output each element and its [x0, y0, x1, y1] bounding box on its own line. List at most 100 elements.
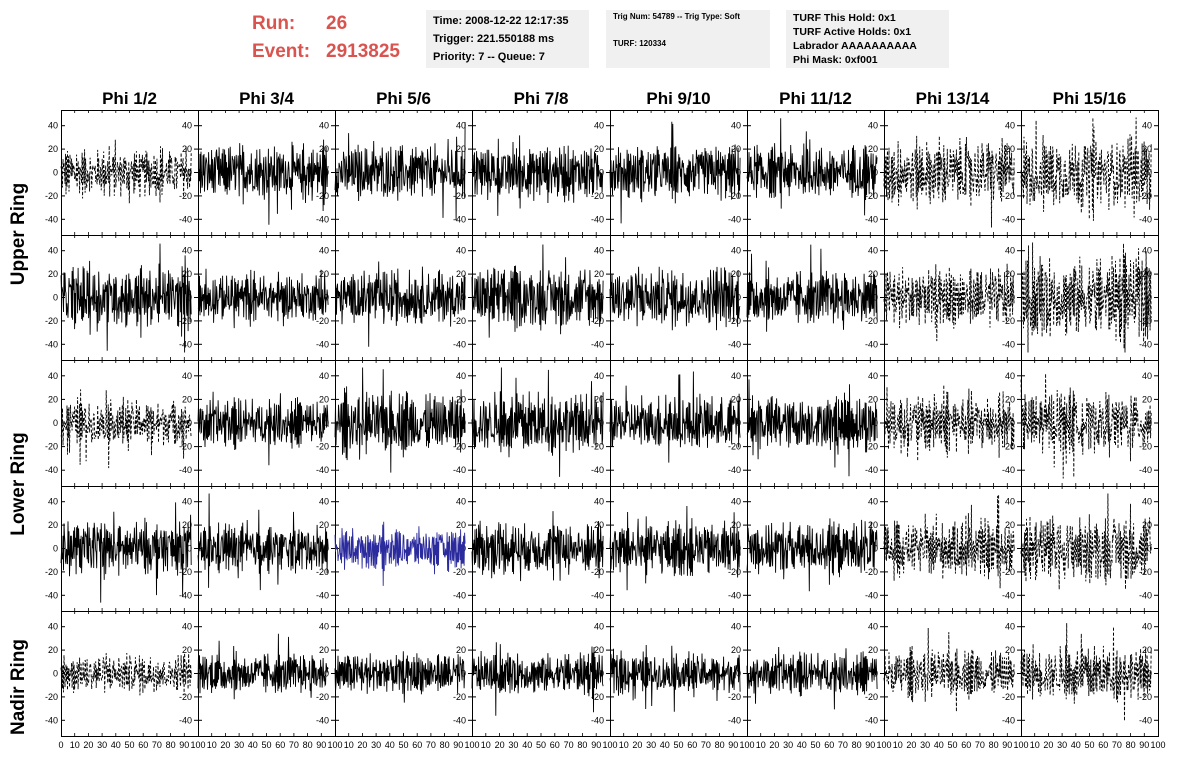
waveform-trace	[60, 502, 192, 603]
y-tick-label: 20	[48, 269, 58, 279]
x-tick-label: 40	[248, 740, 258, 750]
phi-mask-text: Phi Mask: 0xf001	[793, 54, 878, 66]
column-header: Phi 15/16	[1053, 89, 1127, 108]
y-tick-label: -20	[45, 316, 58, 326]
waveform-trace	[471, 642, 604, 716]
y-tick-label: -20	[591, 567, 604, 577]
y-tick-label: -40	[316, 590, 329, 600]
x-tick-label: 70	[152, 740, 162, 750]
waveform-trace	[746, 646, 878, 710]
x-tick-label: 20	[769, 740, 779, 750]
y-tick-label: 40	[868, 622, 878, 632]
y-tick-label: 20	[182, 269, 192, 279]
y-tick-label: 20	[319, 269, 329, 279]
y-tick-label: -20	[45, 191, 58, 201]
y-tick-label: 20	[868, 520, 878, 530]
column-header: Phi 5/6	[376, 89, 431, 108]
x-tick-label: 20	[1043, 740, 1053, 750]
y-tick-label: -40	[179, 465, 192, 475]
y-tick-label: -20	[179, 442, 192, 452]
y-tick-label: 20	[594, 394, 604, 404]
x-tick-label: 100	[464, 740, 479, 750]
y-tick-label: -20	[1139, 442, 1152, 452]
y-tick-label: -20	[591, 442, 604, 452]
y-tick-label: -40	[591, 465, 604, 475]
y-tick-label: -40	[728, 590, 741, 600]
y-tick-label: -20	[453, 692, 466, 702]
waveform-trace	[883, 263, 1015, 342]
turf-hold-text: TURF This Hold: 0x1	[793, 12, 896, 24]
y-tick-label: 40	[1142, 246, 1152, 256]
y-tick-label: 40	[456, 246, 466, 256]
waveform-trace	[60, 652, 192, 696]
y-tick-label: 20	[456, 269, 466, 279]
column-header: Phi 7/8	[514, 89, 569, 108]
x-tick-label: 80	[303, 740, 313, 750]
y-tick-label: 20	[182, 520, 192, 530]
waveform-trace	[197, 139, 329, 225]
y-tick-label: 20	[456, 144, 466, 154]
y-tick-label: 0	[1147, 293, 1152, 303]
run-event-info: Run: 26 Event: 2913825	[252, 10, 400, 66]
waveform-trace	[334, 651, 466, 703]
y-tick-label: -20	[179, 567, 192, 577]
y-tick-label: -20	[453, 442, 466, 452]
y-tick-label: -20	[1002, 191, 1015, 201]
waveform-panel: -40 -40 -20 -20 0 0 20 20 40 40	[45, 360, 199, 487]
y-tick-label: -20	[45, 692, 58, 702]
labrador-text: Labrador AAAAAAAAAA	[793, 40, 917, 52]
y-tick-label: -20	[728, 567, 741, 577]
y-tick-label: 40	[456, 371, 466, 381]
y-tick-label: 20	[456, 645, 466, 655]
x-tick-label: 0	[58, 740, 63, 750]
waveform-trace	[60, 139, 192, 204]
x-tick-label: 90	[591, 740, 601, 750]
y-tick-label: 20	[594, 645, 604, 655]
waveform-trace	[1020, 623, 1152, 722]
x-tick-label: 50	[1084, 740, 1094, 750]
turf-active-text: TURF Active Holds: 0x1	[793, 26, 912, 38]
y-tick-label: -20	[591, 692, 604, 702]
turf-text: TURF: 120334	[613, 39, 666, 48]
waveform-trace	[883, 384, 1015, 462]
y-tick-label: 40	[319, 246, 329, 256]
y-tick-label: -40	[1002, 214, 1015, 224]
waveform-trace	[609, 644, 741, 712]
y-tick-label: -20	[728, 442, 741, 452]
y-tick-label: -40	[591, 590, 604, 600]
y-tick-label: -40	[1139, 465, 1152, 475]
x-tick-label: 10	[619, 740, 629, 750]
x-tick-label: 90	[1002, 740, 1012, 750]
x-tick-label: 30	[783, 740, 793, 750]
y-tick-label: 40	[48, 121, 58, 131]
waveform-trace	[746, 518, 878, 592]
y-tick-label: -40	[1002, 590, 1015, 600]
y-tick-label: 20	[48, 645, 58, 655]
y-tick-label: 20	[594, 269, 604, 279]
y-tick-label: 40	[1005, 121, 1015, 131]
waveform-trace	[883, 627, 1015, 712]
y-tick-label: 20	[731, 144, 741, 154]
turf-info-box: TURF This Hold: 0x1 TURF Active Holds: 0…	[786, 10, 949, 68]
y-tick-label: -20	[1002, 316, 1015, 326]
y-tick-label: 40	[594, 371, 604, 381]
y-tick-label: -40	[45, 715, 58, 725]
y-tick-label: 20	[1142, 645, 1152, 655]
x-tick-label: 50	[810, 740, 820, 750]
y-tick-label: -40	[1139, 214, 1152, 224]
y-tick-label: 20	[319, 394, 329, 404]
y-tick-label: -40	[179, 214, 192, 224]
y-tick-label: 40	[731, 246, 741, 256]
y-tick-label: -20	[865, 692, 878, 702]
waveform-panel: -40 -40 -20 -20 0 0 20 20 40 40	[45, 486, 199, 612]
x-tick-label: 70	[289, 740, 299, 750]
x-tick-label: 70	[426, 740, 436, 750]
